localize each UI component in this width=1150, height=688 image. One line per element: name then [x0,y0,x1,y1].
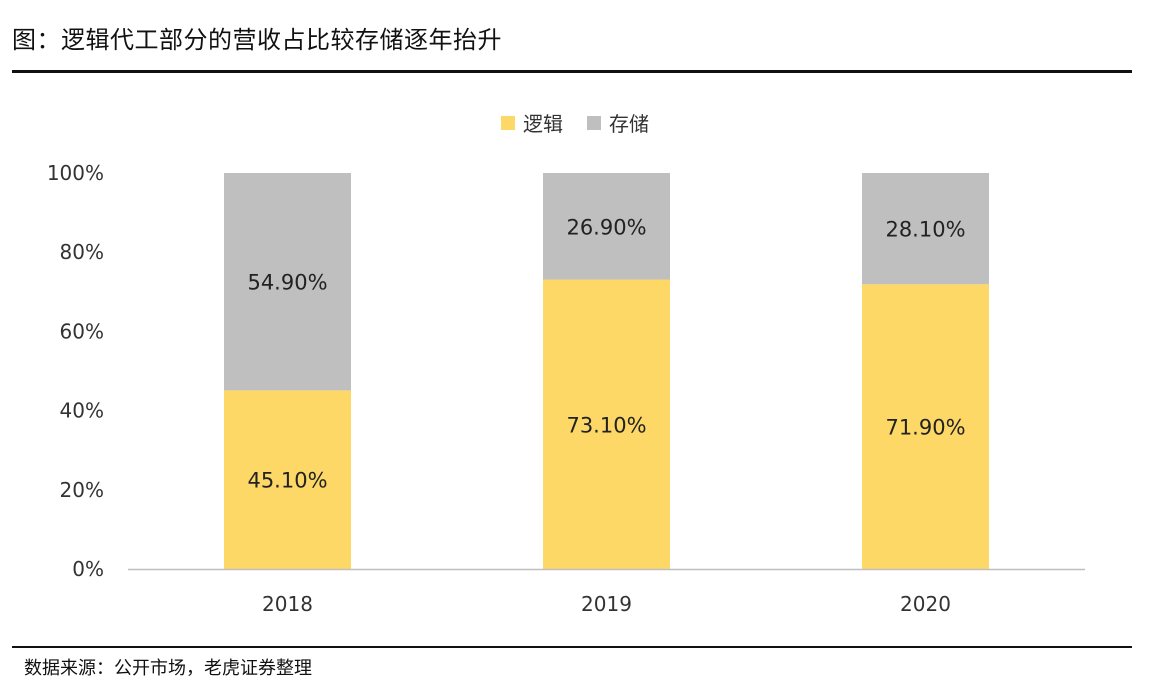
data-label: 45.10% [247,469,327,493]
y-tick-label: 20% [60,478,104,502]
source-note: 数据来源：公开市场，老虎证券整理 [24,658,312,679]
data-label: 26.90% [566,215,646,239]
x-tick-label: 2019 [581,592,632,616]
y-tick-label: 60% [60,319,104,343]
x-tick-label: 2020 [900,592,951,616]
data-label: 54.90% [247,271,327,295]
bar-segment-logic [224,390,351,569]
data-label: 71.90% [885,416,965,440]
bar-segment-storage [224,173,351,391]
data-label: 73.10% [566,413,646,437]
x-tick-label: 2018 [262,592,313,616]
legend: 逻辑 存储 [0,108,1150,137]
legend-label-logic: 逻辑 [523,112,563,136]
bar-segment-logic [543,279,670,569]
data-label: 28.10% [885,218,965,242]
legend-item-logic: 逻辑 [501,108,563,137]
title-divider [12,70,1132,73]
legend-label-storage: 存储 [609,112,649,136]
bar-segment-logic [862,284,989,569]
bar-segment-storage [543,173,670,280]
y-tick-label: 40% [60,399,104,423]
bar-segment-storage [862,173,989,285]
legend-swatch-logic [501,115,515,130]
footer-divider [12,646,1132,648]
legend-swatch-storage [587,115,601,130]
y-tick-label: 100% [47,161,104,185]
chart-title: 图：逻辑代工部分的营收占比较存储逐年抬升 [12,26,502,54]
y-tick-label: 80% [60,240,104,264]
legend-item-storage: 存储 [587,108,649,137]
y-tick-label: 0% [72,557,104,581]
